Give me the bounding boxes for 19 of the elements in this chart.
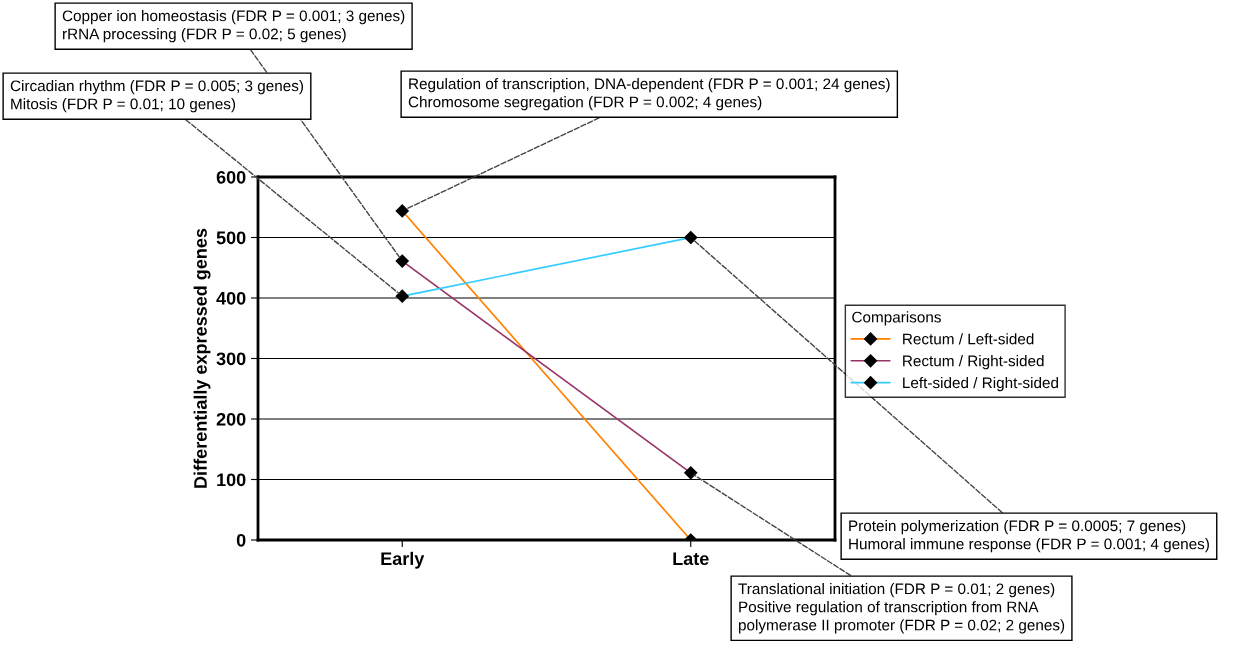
annotation: Circadian rhythm (FDR P = 0.005; 3 genes) Mitosis (FDR P = 0.01; 10 genes) [10,80,304,113]
y-tick-label: 300 [216,352,246,366]
annotation: Copper ion homeostasis (FDR P = 0.001; 3 genes) rRNA processing (FDR P = 0.02; 5 genes) [62,10,405,43]
legend-label: Left-sided / Right-sided [903,376,1058,392]
y-tick-label: 100 [217,473,246,487]
y-axis-title: Differentially expressed genes [193,228,211,488]
annotation: Translational initiation (FDR P = 0.01; 2 genes) Positive regulation of transcription from RNA polymerase II promoter (FDR P = 0.02; 2 genes) [738,583,1065,634]
x-tick-label: Early [381,551,425,569]
y-tick-label: 200 [216,412,246,426]
legend-title: Comparisons [852,311,941,326]
annotation: Regulation of transcription, DNA-dependent (FDR P = 0.001; 24 genes) Chromosome segregation (FDR P = 0.002; 4 genes) [408,78,890,111]
legend-label: Rectum / Left-sided [903,333,1034,345]
y-tick-label: 500 [216,231,246,245]
y-tick-label: 0 [236,533,246,547]
y-tick-label: 600 [216,170,246,184]
legend-label: Rectum / Right-sided [903,355,1044,370]
x-tick-label: Late [673,552,709,566]
annotation: Protein polymerization (FDR P = 0.0005; 7 genes) Humoral immune response (FDR P = 0.001; 4 genes) [849,520,1209,553]
y-tick-label: 400 [216,291,246,305]
